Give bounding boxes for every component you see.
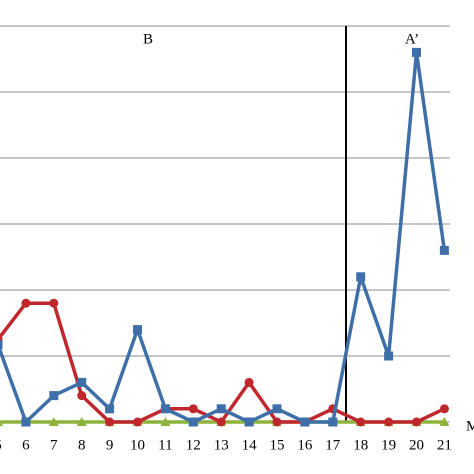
x-tick-label: 5 bbox=[0, 437, 2, 453]
data-point bbox=[439, 404, 449, 414]
data-point bbox=[105, 404, 115, 414]
data-point bbox=[272, 404, 282, 414]
x-tick-label: 20 bbox=[409, 437, 424, 453]
data-point bbox=[188, 417, 198, 427]
x-tick-label: 13 bbox=[214, 437, 229, 453]
x-tick-label: 16 bbox=[297, 437, 313, 453]
data-point bbox=[384, 351, 394, 361]
x-tick-label: 18 bbox=[353, 437, 368, 453]
data-point bbox=[439, 417, 450, 426]
x-tick-label: 12 bbox=[186, 437, 201, 453]
data-point bbox=[49, 391, 59, 401]
data-point bbox=[49, 298, 59, 308]
data-point bbox=[77, 391, 87, 401]
data-point bbox=[328, 417, 338, 427]
data-point bbox=[105, 417, 115, 427]
x-tick-label: 15 bbox=[270, 437, 285, 453]
x-tick-label: 6 bbox=[22, 437, 30, 453]
data-point bbox=[439, 245, 449, 255]
data-point bbox=[216, 404, 226, 414]
data-point bbox=[244, 377, 254, 387]
data-point bbox=[356, 417, 366, 427]
x-tick-label: 11 bbox=[158, 437, 172, 453]
data-point bbox=[412, 417, 421, 427]
data-point bbox=[244, 417, 254, 427]
x-tick-label: 21 bbox=[437, 437, 452, 453]
x-tick-label: 7 bbox=[50, 437, 58, 453]
data-point bbox=[216, 417, 226, 427]
x-axis-label: M bbox=[466, 418, 474, 434]
data-point bbox=[272, 417, 282, 427]
data-point bbox=[300, 417, 310, 427]
data-point bbox=[160, 404, 170, 414]
x-tick-label: 14 bbox=[242, 437, 258, 453]
data-point bbox=[384, 417, 394, 427]
data-point bbox=[77, 377, 87, 387]
data-point bbox=[76, 417, 87, 426]
data-point bbox=[160, 417, 171, 426]
data-point bbox=[133, 417, 142, 427]
data-point bbox=[188, 404, 198, 414]
data-point bbox=[48, 417, 59, 426]
phase-label: B bbox=[143, 31, 153, 47]
data-point bbox=[21, 298, 31, 308]
x-tick-label: 10 bbox=[130, 437, 145, 453]
x-tick-label: 9 bbox=[106, 437, 114, 453]
series-line bbox=[0, 50, 447, 424]
data-point bbox=[0, 340, 3, 350]
data-point bbox=[412, 47, 421, 57]
x-tick-label: 8 bbox=[78, 437, 86, 453]
phase-label: A’ bbox=[405, 31, 419, 47]
data-point bbox=[133, 325, 142, 335]
data-point bbox=[356, 272, 366, 282]
data-point bbox=[21, 417, 31, 427]
x-tick-label: 19 bbox=[381, 437, 396, 453]
data-point bbox=[0, 420, 3, 426]
x-tick-label: 17 bbox=[325, 437, 341, 453]
